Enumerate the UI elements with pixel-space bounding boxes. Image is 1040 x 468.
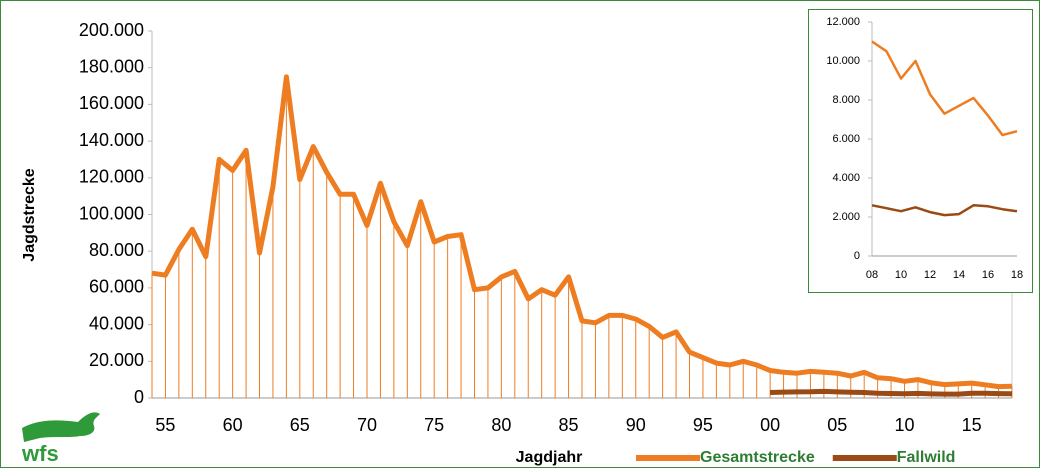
x-tick-label: 10 (895, 269, 907, 281)
series-line (871, 204, 1018, 217)
x-tick-label: 75 (424, 415, 444, 435)
x-tick-label: 70 (357, 415, 377, 435)
y-tick-label: 12.000 (826, 16, 860, 28)
y-tick-label: 160.000 (79, 93, 144, 113)
logo-text: wfs (21, 441, 59, 466)
y-tick-label: 140.000 (79, 130, 144, 150)
y-tick-label: 40.000 (89, 313, 144, 333)
x-tick-label: 60 (223, 415, 243, 435)
main-chart: 0 20.000 40.000 60.000 80.000 100.000 120.000 1… (21, 20, 1013, 466)
x-tick-label: 15 (962, 415, 982, 435)
y-tick-label: 8.000 (832, 94, 860, 106)
y-tick-label: 2.000 (832, 211, 860, 223)
y-tick-label: 20.000 (89, 350, 144, 370)
y-tick-label: 60.000 (89, 277, 144, 297)
series-line (151, 74, 1013, 390)
x-tick-label: 80 (491, 415, 511, 435)
y-tick-label: 80.000 (89, 240, 144, 260)
x-tick-label: 18 (1011, 269, 1023, 281)
x-tick-label: 10 (894, 415, 914, 435)
y-tick-label: 4.000 (832, 172, 860, 184)
series-line (770, 388, 1013, 397)
x-tick-label: 14 (953, 269, 965, 281)
x-tick-label: 00 (760, 415, 780, 435)
y-tick-label: 180.000 (79, 56, 144, 76)
y-tick-label: 0 (134, 387, 144, 407)
x-tick-label: 55 (155, 415, 175, 435)
inset-chart: 0 2.000 4.000 6.000 8.000 10.000 12.000 08 10 12 1… (826, 16, 1023, 281)
x-tick-label: 12 (924, 269, 936, 281)
inset-frame (808, 9, 1033, 293)
y-axis-title: Jagdstrecke (21, 168, 38, 261)
y-tick-label: 0 (854, 250, 860, 262)
y-tick-label: 100.000 (79, 203, 144, 223)
y-tick-label: 200.000 (79, 20, 144, 40)
legend-label: Gesamtstrecke (700, 449, 815, 466)
y-tick-label: 120.000 (79, 167, 144, 187)
x-tick-label: 85 (559, 415, 579, 435)
x-tick-label: 90 (626, 415, 646, 435)
x-axis-title: Jagdjahr (516, 449, 583, 466)
y-tick-label: 6.000 (832, 133, 860, 145)
series-line (871, 40, 1018, 137)
x-tick-label: 08 (866, 269, 878, 281)
logo-hare (22, 412, 100, 442)
y-tick-label: 10.000 (826, 55, 860, 67)
x-tick-label: 95 (693, 415, 713, 435)
x-tick-label: 05 (827, 415, 847, 435)
x-tick-label: 16 (982, 269, 994, 281)
legend-label: Fallwild (897, 449, 956, 466)
x-tick-label: 65 (290, 415, 310, 435)
